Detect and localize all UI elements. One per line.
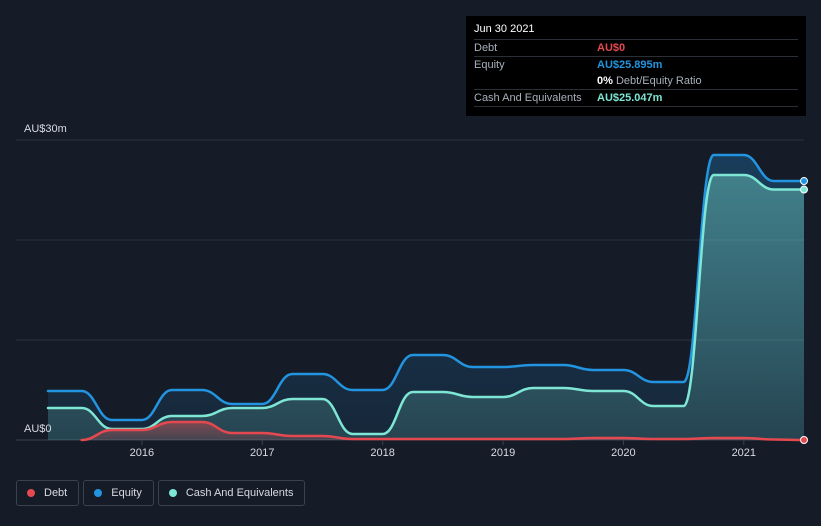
tooltip-value: AU$25.047m	[597, 92, 663, 104]
legend-label: Debt	[44, 487, 68, 499]
legend-label: Equity	[111, 487, 142, 499]
equity-end-marker	[800, 177, 808, 186]
y-axis-bottom-label: AU$0	[24, 423, 52, 435]
debt-end-marker	[800, 436, 808, 444]
x-tick-label: 2017	[250, 447, 274, 459]
cash-dot-icon	[168, 489, 177, 497]
cash-line	[46, 173, 806, 436]
tooltip-row-equity: Equity AU$25.895m	[474, 56, 798, 73]
ratio-suffix: Debt/Equity Ratio	[615, 75, 702, 87]
x-tick-label: 2019	[491, 447, 515, 459]
tooltip-value: AU$25.895m	[597, 59, 663, 71]
tooltip-row-debt: Debt AU$0	[474, 39, 798, 56]
tooltip-label: Equity	[474, 59, 505, 71]
tooltip: Jun 30 2021 Debt AU$0 Equity AU$25.895m …	[466, 16, 806, 116]
legend-label: Cash And Equivalents	[185, 487, 294, 499]
cash-area	[48, 175, 804, 440]
x-tick-label: 2016	[130, 447, 154, 459]
legend-item-cash[interactable]: Cash And Equivalents	[157, 480, 306, 506]
debt-area	[81, 422, 804, 440]
tooltip-row-ratio: 0% Debt/Equity Ratio	[474, 73, 798, 89]
ratio-value: 0%	[597, 75, 613, 87]
tooltip-label	[474, 73, 597, 89]
legend-item-equity[interactable]: Equity	[83, 480, 154, 506]
equity-dot-icon	[94, 489, 103, 497]
debt-line	[80, 420, 806, 442]
cash-end-marker	[800, 185, 808, 194]
x-tick-label: 2020	[611, 447, 635, 459]
equity-line	[46, 153, 806, 422]
tooltip-value: AU$0	[597, 42, 626, 54]
x-tick-label: 2018	[370, 447, 394, 459]
debt-dot-icon	[27, 489, 35, 497]
y-axis-top-label: AU$30m	[24, 123, 67, 135]
legend-item-debt[interactable]: Debt	[16, 480, 80, 506]
tooltip-label: Cash And Equivalents	[474, 92, 582, 104]
legend: Debt Equity Cash And Equivalents	[16, 480, 306, 506]
tooltip-row-cash: Cash And Equivalents AU$25.047m	[474, 89, 798, 107]
x-tick-label: 2021	[732, 447, 756, 459]
tooltip-value: 0% Debt/Equity Ratio	[597, 73, 702, 89]
tooltip-label: Debt	[474, 42, 498, 54]
tooltip-date: Jun 30 2021	[474, 23, 535, 35]
